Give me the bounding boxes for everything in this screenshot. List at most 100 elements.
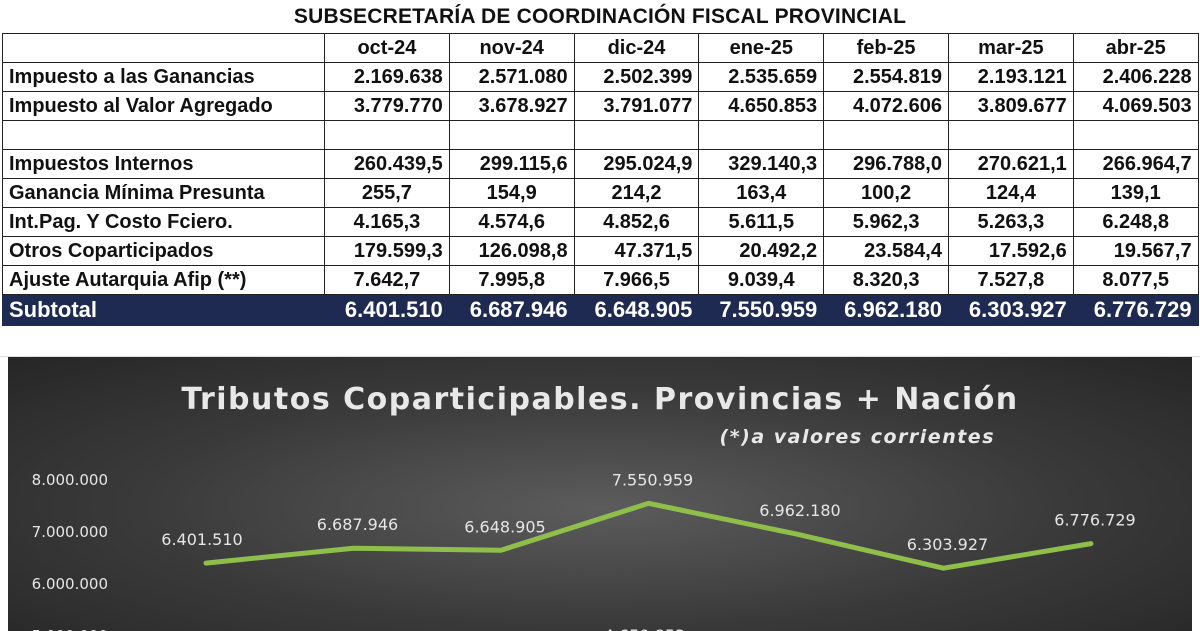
- chart-background: [8, 357, 1192, 631]
- table-cell: 4.574,6: [448, 207, 575, 237]
- row-label: Impuestos Internos: [2, 149, 325, 179]
- table-row: Ganancia Mínima Presunta 255,7 154,9 214,2 1…: [2, 178, 1199, 208]
- table-cell: 19.567,7: [1072, 236, 1199, 266]
- line-chart: Tributos Coparticipables. Provincias + N…: [32, 382, 1136, 631]
- table-cell: 2.193.121: [947, 62, 1074, 92]
- table-row: Impuesto a las Ganancias 2.169.638 2.571.0…: [2, 62, 1199, 92]
- table-row: Impuesto al Valor Agregado 3.779.770 3.678…: [2, 91, 1199, 121]
- table-cell: [1072, 120, 1199, 150]
- table-row: Impuestos Internos 260.439,5 299.115,6 295.…: [2, 149, 1199, 179]
- table-cell: 139,1: [1072, 178, 1199, 208]
- table-cell: 154,9: [448, 178, 575, 208]
- table-cell: 126.098,8: [448, 236, 575, 266]
- table-cell: 100,2: [823, 178, 949, 208]
- table-cell: 2.169.638: [324, 62, 450, 92]
- row-label: Ganancia Mínima Presunta: [2, 178, 325, 208]
- table-cell: 4.852,6: [573, 207, 700, 237]
- row-label: Otros Coparticipados: [2, 236, 325, 266]
- table-cell: 2.554.819: [823, 62, 949, 92]
- table-cell: 9.039,4: [698, 265, 825, 295]
- table-cell: 4.650.853: [698, 91, 825, 121]
- table-cell: 3.678.927: [448, 91, 575, 121]
- subtotal-cell: 6.401.510: [324, 294, 450, 326]
- table-cell: 23.584,4: [823, 236, 949, 266]
- table-cell: 2.535.659: [698, 62, 825, 92]
- subtotal-label: Subtotal: [2, 294, 325, 326]
- table-cell: 163,4: [698, 178, 825, 208]
- subtotal-cell: 6.962.180: [823, 294, 949, 326]
- data-label: 4.650.853: [604, 626, 685, 631]
- table-cell: 329.140,3: [698, 149, 825, 179]
- table-cell: 47.371,5: [573, 236, 700, 266]
- table-cell: 179.599,3: [324, 236, 450, 266]
- fiscal-table: oct-24 nov-24 dic-24 ene-25 feb-25 mar-2…: [2, 33, 1199, 326]
- y-tick-label: 8.000.000: [32, 471, 108, 489]
- row-label: Impuesto al Valor Agregado: [2, 91, 325, 121]
- table-cell: 8.320,3: [823, 265, 949, 295]
- month-header: mar-25: [947, 33, 1074, 63]
- table-cell: 5.611,5: [698, 207, 825, 237]
- table-cell: 266.964,7: [1072, 149, 1199, 179]
- subtotal-row: Subtotal 6.401.510 6.687.946 6.648.905 7.550…: [2, 294, 1199, 326]
- table-row: Int.Pag. Y Costo Fciero. 4.165,3 4.574,6 4.…: [2, 207, 1199, 237]
- subtotal-cell: 6.687.946: [448, 294, 575, 326]
- data-label: 7.550.959: [612, 470, 693, 489]
- fiscal-table-section: SUBSECRETARÍA DE COORDINACIÓN FISCAL PRO…: [2, 5, 1199, 326]
- table-cell: [698, 120, 825, 150]
- table-cell: 7.995,8: [448, 265, 575, 295]
- y-tick-label: 7.000.000: [32, 523, 108, 541]
- row-label: Int.Pag. Y Costo Fciero.: [2, 207, 325, 237]
- data-label: 6.687.946: [317, 515, 398, 534]
- month-header: abr-25: [1072, 33, 1199, 63]
- table-cell: 4.165,3: [324, 207, 450, 237]
- table-cell: 3.809.677: [947, 91, 1074, 121]
- data-label: 6.776.729: [1054, 511, 1135, 530]
- table-cell: 255,7: [324, 178, 450, 208]
- table-cell: [947, 120, 1074, 150]
- table-cell: 260.439,5: [324, 149, 450, 179]
- table-cell: 8.077,5: [1072, 265, 1199, 295]
- table-cell: 7.527,8: [947, 265, 1074, 295]
- table-cell: 2.502.399: [573, 62, 700, 92]
- row-label: [2, 120, 325, 150]
- table-cell: [823, 120, 949, 150]
- data-label: 6.303.927: [907, 535, 988, 554]
- y-tick-label: 5.000.000: [32, 627, 108, 631]
- table-cell: 4.072.606: [823, 91, 949, 121]
- table-cell: [448, 120, 575, 150]
- subtotal-cell: 6.303.927: [947, 294, 1074, 326]
- table-row: Otros Coparticipados 179.599,3 126.098,8 47…: [2, 236, 1199, 266]
- table-cell: [573, 120, 700, 150]
- table-cell: 296.788,0: [823, 149, 949, 179]
- table-cell: 4.069.503: [1072, 91, 1199, 121]
- data-label: 6.401.510: [161, 530, 242, 549]
- month-header: feb-25: [823, 33, 949, 63]
- month-header: ene-25: [698, 33, 825, 63]
- subtotal-cell: 6.776.729: [1072, 294, 1199, 326]
- chart-title: Tributos Coparticipables. Provincias + N…: [181, 382, 1018, 417]
- table-cell: 2.571.080: [448, 62, 575, 92]
- month-header: dic-24: [573, 33, 700, 63]
- table-cell: 270.621,1: [947, 149, 1074, 179]
- table-cell: 20.492,2: [698, 236, 825, 266]
- table-cell: 214,2: [573, 178, 700, 208]
- table-body: Impuesto a las Ganancias 2.169.638 2.571.0…: [2, 62, 1199, 326]
- subtotal-cell: 7.550.959: [698, 294, 825, 326]
- table-cell: 5.962,3: [823, 207, 949, 237]
- month-header: oct-24: [324, 33, 450, 63]
- table-cell: 17.592,6: [947, 236, 1074, 266]
- table-cell: 3.791.077: [573, 91, 700, 121]
- chart-section: Tributos Coparticipables. Provincias + N…: [0, 356, 1200, 631]
- row-label: Ajuste Autarquia Afip (**): [2, 265, 325, 295]
- table-cell: 124,4: [947, 178, 1074, 208]
- header-corner: [2, 33, 325, 63]
- table-cell: 299.115,6: [448, 149, 575, 179]
- table-cell: 295.024,9: [573, 149, 700, 179]
- table-cell: 2.406.228: [1072, 62, 1199, 92]
- table-cell: [324, 120, 450, 150]
- table-row: Ajuste Autarquia Afip (**) 7.642,7 7.995,8…: [2, 265, 1199, 295]
- table-cell: 7.642,7: [324, 265, 450, 295]
- subtotal-cell: 6.648.905: [573, 294, 700, 326]
- y-tick-label: 6.000.000: [32, 575, 108, 593]
- table-header-row: oct-24 nov-24 dic-24 ene-25 feb-25 mar-2…: [2, 33, 1199, 63]
